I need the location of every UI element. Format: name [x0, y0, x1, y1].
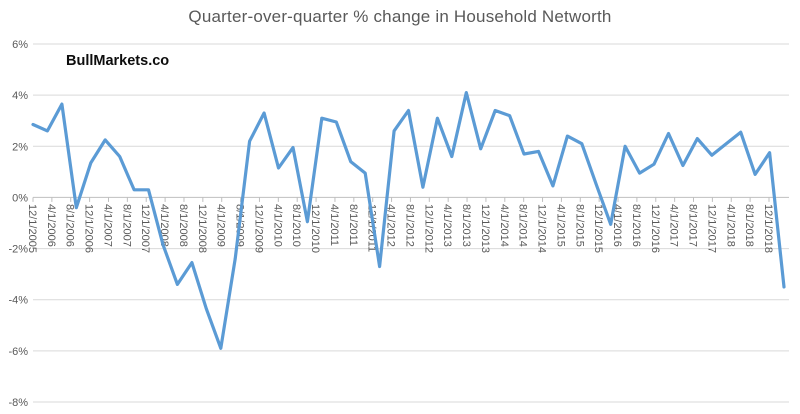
- x-tick-label: 12/1/2013: [479, 204, 491, 253]
- x-tick-label: 8/1/2014: [517, 204, 529, 247]
- x-tick-label: 4/1/2013: [441, 204, 453, 247]
- x-tick-label: 12/1/2009: [252, 204, 264, 253]
- x-tick-label: 8/1/2007: [120, 204, 132, 247]
- x-tick-label: 4/1/2010: [271, 204, 283, 247]
- networth-line: [31, 90, 786, 350]
- y-tick-label: 0%: [12, 192, 28, 204]
- x-tick-label: 12/1/2017: [705, 204, 717, 253]
- x-tick-label: 4/1/2007: [101, 204, 113, 247]
- x-tick-label: 4/1/2008: [158, 204, 170, 247]
- x-tick-label: 8/1/2015: [573, 204, 585, 247]
- x-tick-label: 8/1/2013: [460, 204, 472, 247]
- x-tick-label: 12/1/2005: [26, 204, 38, 253]
- y-tick-label: -2%: [8, 244, 28, 256]
- x-tick-label: 12/1/2007: [139, 204, 151, 253]
- y-tick-label: 6%: [12, 39, 28, 51]
- x-tick-label: 12/1/2015: [592, 204, 604, 253]
- x-tick-label: 8/1/2008: [177, 204, 189, 247]
- x-tick-label: 12/1/2006: [83, 204, 95, 253]
- y-tick-label: 2%: [12, 141, 28, 153]
- y-tick-label: -6%: [8, 346, 28, 358]
- y-tick-label: -4%: [8, 295, 28, 307]
- x-tick-label: 12/1/2008: [196, 204, 208, 253]
- x-tick-label: 4/1/2014: [498, 204, 510, 247]
- x-tick-label: 12/1/2014: [536, 204, 548, 253]
- x-tick-label: 12/1/2018: [762, 204, 774, 253]
- x-tick-label: 12/1/2012: [422, 204, 434, 253]
- x-tick-label: 12/1/2016: [649, 204, 661, 253]
- x-tick-label: 12/1/2010: [309, 204, 321, 253]
- watermark-text: BullMarkets.co: [66, 53, 170, 69]
- chart-title: Quarter-over-quarter % change in Househo…: [188, 7, 612, 26]
- x-tick-label: 4/1/2015: [554, 204, 566, 247]
- x-tick-label: 8/1/2011: [347, 204, 359, 246]
- x-tick-label: 4/1/2011: [328, 204, 340, 246]
- x-tick-label: 4/1/2018: [724, 204, 736, 247]
- x-tick-label: 4/1/2006: [45, 204, 57, 247]
- x-tick-label: 8/1/2012: [403, 204, 415, 247]
- x-tick-label: 8/1/2006: [64, 204, 76, 247]
- x-tick-label: 8/1/2010: [290, 204, 302, 247]
- x-tick-label: 4/1/2009: [215, 204, 227, 247]
- x-tick-label: 8/1/2018: [743, 204, 755, 247]
- x-tick-label: 8/1/2016: [630, 204, 642, 247]
- y-tick-label: 4%: [12, 90, 28, 102]
- x-tick-label: 4/1/2017: [668, 204, 680, 247]
- y-tick-label: -8%: [8, 397, 28, 409]
- x-tick-label: 4/1/2012: [385, 204, 397, 247]
- x-tick-label: 8/1/2017: [687, 204, 699, 247]
